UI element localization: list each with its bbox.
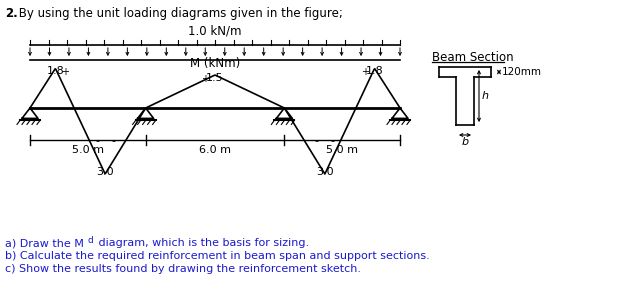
Text: a) Draw the M: a) Draw the M	[5, 238, 84, 248]
Text: 1.8: 1.8	[46, 67, 64, 76]
Text: 120mm: 120mm	[502, 67, 542, 77]
Text: 3.0: 3.0	[316, 167, 334, 177]
Text: M (kNm): M (kNm)	[190, 57, 240, 70]
Text: d: d	[88, 236, 94, 245]
Text: +: +	[62, 67, 70, 77]
Text: Beam Section: Beam Section	[432, 51, 513, 64]
Text: 5.0 m: 5.0 m	[326, 145, 358, 155]
Text: 2.: 2.	[5, 7, 18, 20]
Text: 5.0 m: 5.0 m	[72, 145, 104, 155]
Text: +: +	[201, 74, 209, 84]
Text: By using the unit loading diagrams given in the figure;: By using the unit loading diagrams given…	[15, 7, 343, 20]
Text: 1.0 kN/m: 1.0 kN/m	[188, 25, 242, 38]
Text: 3.0: 3.0	[96, 167, 114, 177]
Text: +: +	[360, 67, 368, 77]
Text: b: b	[462, 137, 468, 147]
Text: -: -	[315, 136, 319, 146]
Text: c) Show the results found by drawing the reinforcement sketch.: c) Show the results found by drawing the…	[5, 264, 361, 274]
Text: -: -	[111, 136, 115, 146]
Text: -: -	[95, 136, 99, 146]
Text: h: h	[482, 91, 489, 101]
Text: 1.5: 1.5	[206, 73, 224, 83]
Text: diagram, which is the basis for sizing.: diagram, which is the basis for sizing.	[95, 238, 309, 248]
Text: -: -	[331, 136, 335, 146]
Text: 6.0 m: 6.0 m	[199, 145, 231, 155]
Text: 1.8: 1.8	[366, 67, 383, 76]
Text: b) Calculate the required reinforcement in beam span and support sections.: b) Calculate the required reinforcement …	[5, 251, 430, 261]
